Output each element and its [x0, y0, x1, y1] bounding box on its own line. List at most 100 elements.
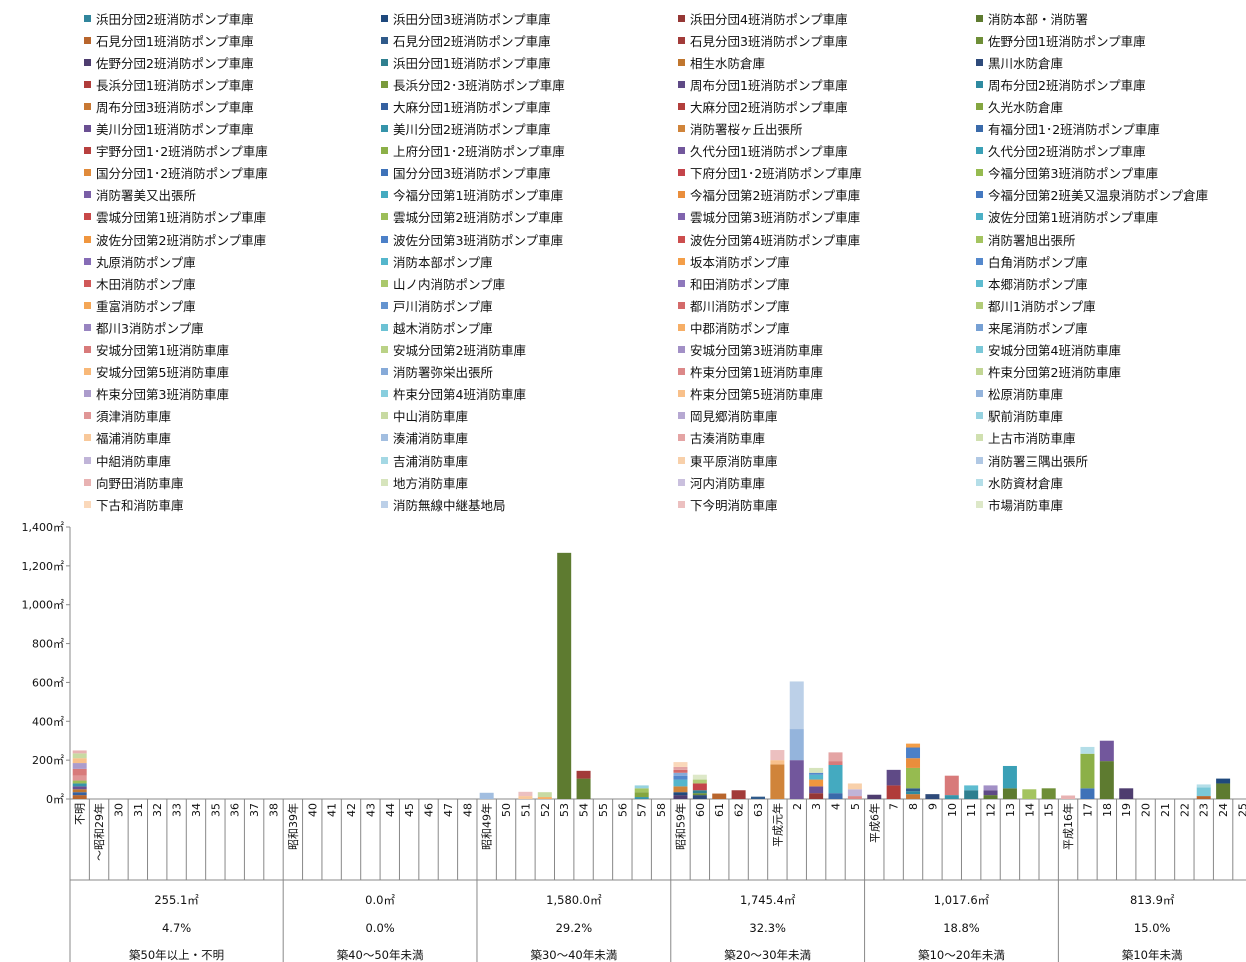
legend-swatch [84, 456, 91, 464]
legend-item: 福浦消防車庫 [84, 429, 171, 447]
legend-item: 吉浦消防車庫 [381, 451, 468, 469]
legend-label: 上府分団1･2班消防ポンプ車庫 [393, 144, 565, 160]
legend-item: 消防署三隅出張所 [976, 451, 1088, 469]
legend-swatch [678, 169, 685, 177]
legend-label: 中郡消防ポンプ庫 [690, 320, 790, 336]
y-tick-label: 1,000㎡ [22, 599, 65, 612]
legend-label: 浜田分団2班消防ポンプ車庫 [96, 11, 254, 27]
legend-label: 浜田分団3班消防ポンプ車庫 [393, 11, 551, 27]
legend-label: 有福分団1･2班消防ポンプ車庫 [988, 122, 1160, 137]
x-tick-label: 51 [519, 803, 532, 817]
legend-item: 美川分団2班消防ポンプ車庫 [381, 120, 551, 138]
legend-swatch [678, 102, 685, 110]
summary-label: 築40～50年未満 [337, 948, 424, 962]
legend-swatch [678, 301, 685, 309]
legend-item: 山ノ内消防ポンプ庫 [381, 274, 505, 292]
legend-swatch [381, 102, 388, 110]
legend-item: 湊浦消防車庫 [381, 429, 468, 447]
x-tick-label: 4 [830, 803, 843, 810]
summary-area: 0.0㎡ [365, 893, 395, 907]
legend-swatch [678, 235, 685, 243]
legend-item: 消防署桜ヶ丘出張所 [678, 120, 803, 138]
legend-item: 東平原消防車庫 [678, 451, 778, 469]
bar-segment [944, 795, 959, 799]
legend-label: 消防署美又出張所 [96, 188, 197, 204]
bar-segment [673, 786, 688, 793]
legend-label: 戸川消防ポンプ庫 [393, 298, 493, 314]
bar-segment [906, 788, 921, 792]
legend-label: 下府分団1･2班消防ポンプ車庫 [690, 166, 862, 182]
legend-swatch [381, 323, 388, 331]
bar-segment [809, 772, 824, 775]
legend-label: 佐野分団2班消防ポンプ車庫 [96, 55, 254, 71]
x-tick-label: 20 [1140, 803, 1153, 817]
legend-item: 消防無線中継基地局 [381, 495, 506, 513]
legend-label: 長浜分団2･3班消防ポンプ車庫 [393, 77, 565, 93]
legend-item: 古湊消防車庫 [678, 429, 765, 447]
legend-label: 美川分団1班消防ポンプ車庫 [96, 122, 254, 137]
legend-label: 重富消防ポンプ庫 [96, 298, 196, 314]
bar-segment [964, 790, 979, 799]
legend-swatch [84, 125, 91, 132]
bar-segment [906, 743, 921, 748]
legend-label: 消防本部ポンプ庫 [393, 254, 493, 270]
legend-item: 美川分団1班消防ポンプ車庫 [84, 120, 254, 138]
bar-segment [576, 778, 591, 799]
legend-swatch [381, 213, 388, 221]
x-tick-label: 31 [132, 803, 145, 817]
legend-swatch [976, 390, 983, 398]
bar-segment [789, 729, 804, 761]
x-tick-label: 10 [946, 803, 959, 817]
legend-label: 安城分団第1班消防車庫 [96, 343, 229, 358]
summary-label: 築20～30年未満 [724, 948, 811, 962]
legend-swatch [84, 368, 91, 376]
legend-item: 宇野分団1･2班消防ポンプ車庫 [84, 142, 268, 160]
summary-share: 4.7% [162, 921, 191, 935]
legend-swatch [84, 147, 91, 155]
legend-item: 地方消防車庫 [381, 473, 468, 491]
bar-segment [1099, 740, 1114, 762]
bar-segment [1099, 761, 1114, 799]
legend-item: 黒川水防倉庫 [976, 53, 1063, 71]
legend-swatch [678, 412, 685, 420]
legend-item: 雲城分団第1班消防ポンプ車庫 [84, 208, 266, 226]
legend-label: 波佐分団第4班消防ポンプ車庫 [690, 232, 861, 248]
bar-segment [867, 794, 882, 799]
legend-label: 向野田消防車庫 [96, 475, 184, 491]
bar-segment [1002, 765, 1017, 789]
legend-swatch [84, 213, 91, 221]
legend-item: 中山消防車庫 [381, 407, 468, 425]
legend-item: 丸原消防ポンプ庫 [84, 252, 196, 270]
bar-segment [1041, 788, 1056, 799]
legend-label: 和田消防ポンプ庫 [690, 276, 790, 292]
legend-swatch [976, 102, 983, 110]
summary-share: 32.3% [749, 921, 786, 935]
legend-swatch [678, 213, 685, 221]
legend-label: 長浜分団1班消防ポンプ車庫 [96, 77, 254, 93]
x-tick-label: 47 [442, 803, 455, 817]
bar-segment [72, 792, 87, 796]
summary-area: 813.9㎡ [1130, 893, 1175, 907]
legend-swatch [976, 478, 983, 486]
bar-segment [983, 785, 998, 791]
legend-item: 国分分団3班消防ポンプ車庫 [381, 164, 551, 182]
bar-segment [72, 780, 87, 784]
x-tick-label: 21 [1159, 803, 1172, 817]
legend-label: 杵束分団第4班消防車庫 [393, 387, 526, 403]
bar-segment [847, 783, 862, 790]
legend-item: 都川1消防ポンプ庫 [976, 296, 1096, 314]
legend-item: 戸川消防ポンプ庫 [381, 296, 493, 314]
x-tick-label: 53 [558, 803, 571, 817]
bar-segment [809, 767, 824, 773]
bar-segment [479, 792, 494, 799]
legend-swatch [678, 478, 685, 486]
legend-swatch [84, 279, 91, 287]
legend-item: 波佐分団第2班消防ポンプ車庫 [84, 230, 266, 248]
legend-item: 波佐分団第3班消防ポンプ車庫 [381, 230, 563, 248]
legend-label: 都川1消防ポンプ庫 [988, 298, 1096, 314]
bar-segment [692, 779, 707, 784]
legend-swatch [84, 301, 91, 309]
bar-segment [634, 785, 649, 789]
bar-segment [518, 796, 533, 799]
legend-label: 杵束分団第5班消防車庫 [690, 387, 823, 403]
